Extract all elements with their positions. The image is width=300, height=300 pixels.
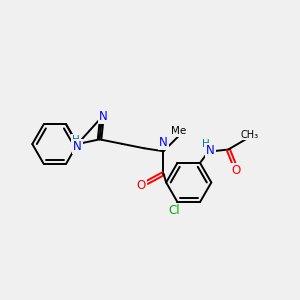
Text: H: H <box>202 140 210 149</box>
Text: O: O <box>136 179 146 192</box>
Text: CH₃: CH₃ <box>240 130 258 140</box>
Text: Cl: Cl <box>169 204 180 217</box>
Text: Me: Me <box>171 126 186 136</box>
Text: H: H <box>72 135 80 145</box>
Text: N: N <box>159 136 168 149</box>
Text: O: O <box>231 164 240 177</box>
Text: N: N <box>73 140 82 153</box>
Text: N: N <box>99 110 108 123</box>
Text: N: N <box>206 144 215 157</box>
